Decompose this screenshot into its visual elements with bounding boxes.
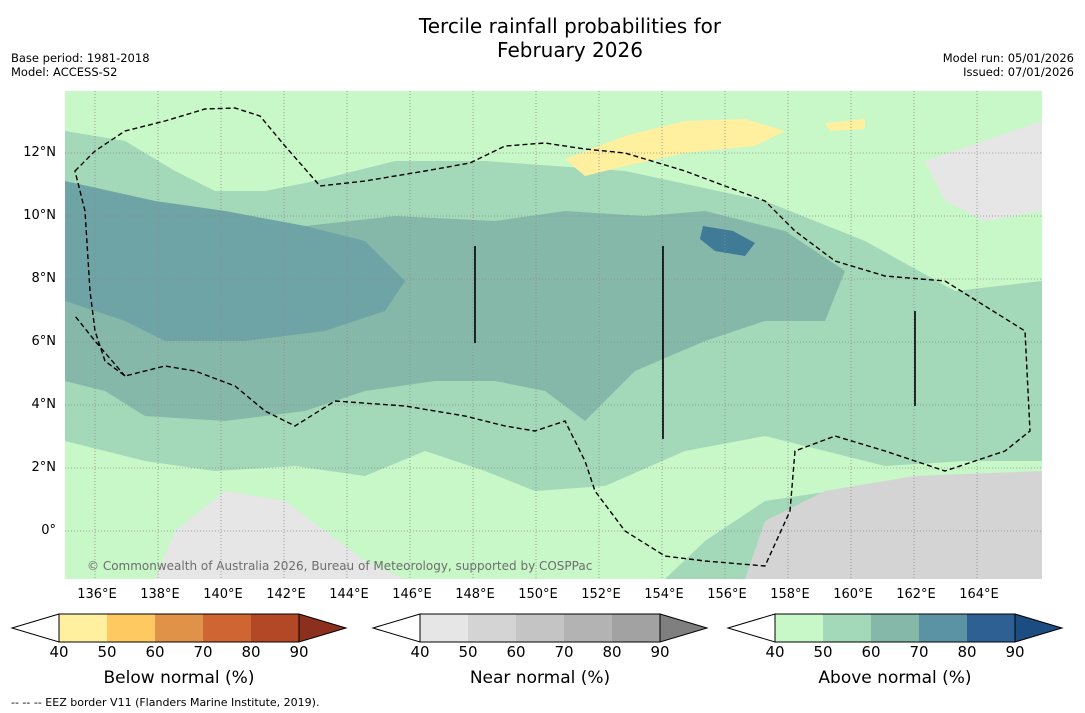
title-line-2: February 2026 <box>497 38 643 62</box>
colorbar-above-normal <box>726 613 1064 643</box>
tick-below-90: 90 <box>289 643 309 661</box>
lon-label-146e: 146°E <box>392 587 432 602</box>
lon-label-154e: 154°E <box>644 587 684 602</box>
tick-above-50: 50 <box>813 643 833 661</box>
island-markers <box>474 246 916 439</box>
map-svg: © Commonwealth of Australia 2026, Bureau… <box>65 91 1042 579</box>
copyright-text: © Commonwealth of Australia 2026, Bureau… <box>87 559 592 573</box>
lat-label-8n: 8°N <box>31 271 57 286</box>
lat-label-0: 0° <box>41 523 56 538</box>
lon-label-138e: 138°E <box>140 587 180 602</box>
tick-near-90: 90 <box>650 643 670 661</box>
tick-below-50: 50 <box>97 643 117 661</box>
tick-near-80: 80 <box>602 643 622 661</box>
tick-above-60: 60 <box>861 643 881 661</box>
lon-label-162e: 162°E <box>896 587 936 602</box>
tick-below-60: 60 <box>145 643 165 661</box>
lon-label-144e: 144°E <box>329 587 369 602</box>
tick-near-60: 60 <box>506 643 526 661</box>
tick-near-40: 40 <box>410 643 430 661</box>
below-40-north <box>565 119 785 176</box>
tick-near-70: 70 <box>554 643 574 661</box>
lon-label-164e: 164°E <box>959 587 999 602</box>
lat-label-2n: 2°N <box>31 460 57 475</box>
colorbar-label-near: Near normal (%) <box>469 668 611 688</box>
tick-near-50: 50 <box>458 643 478 661</box>
above-75-patch <box>700 226 755 256</box>
below-40-northeast <box>825 119 865 131</box>
base-period: Base period: 1981-2018 <box>11 51 150 65</box>
tick-above-70: 70 <box>909 643 929 661</box>
meta-right: Model run: 05/01/2026 Issued: 07/01/2026 <box>943 51 1074 79</box>
tick-below-70: 70 <box>193 643 213 661</box>
graticule <box>65 91 1042 579</box>
lat-label-10n: 10°N <box>23 208 56 223</box>
lon-label-160e: 160°E <box>833 587 873 602</box>
lon-label-150e: 150°E <box>518 587 558 602</box>
colorbars-svg <box>10 613 1064 643</box>
tick-above-90: 90 <box>1005 643 1025 661</box>
lon-label-136e: 136°E <box>77 587 117 602</box>
colorbar-label-above: Above normal (%) <box>818 668 972 688</box>
lon-label-156e: 156°E <box>707 587 747 602</box>
lat-label-12n: 12°N <box>23 145 56 160</box>
colorbar-near-normal <box>371 613 709 643</box>
near-50-south <box>745 471 1042 579</box>
lon-label-152e: 152°E <box>581 587 621 602</box>
model-name: Model: ACCESS-S2 <box>11 65 118 79</box>
eez-legend-note: -- -- -- EEZ border V11 (Flanders Marine… <box>11 696 320 709</box>
eez-border <box>74 107 1031 567</box>
lon-label-140e: 140°E <box>203 587 243 602</box>
map-area[interactable]: © Commonwealth of Australia 2026, Bureau… <box>65 91 1042 579</box>
lat-label-4n: 4°N <box>31 397 57 412</box>
issued-date: Issued: 07/01/2026 <box>963 65 1074 79</box>
lon-label-148e: 148°E <box>455 587 495 602</box>
near-40-northeast <box>925 121 1042 221</box>
tick-above-40: 40 <box>765 643 785 661</box>
tick-above-80: 80 <box>957 643 977 661</box>
near-40-south <box>155 491 405 579</box>
lon-label-158e: 158°E <box>770 587 810 602</box>
tick-below-40: 40 <box>49 643 69 661</box>
title-line-1: Tercile rainfall probabilities for <box>418 14 722 38</box>
colorbar-below-normal <box>10 613 348 643</box>
model-run: Model run: 05/01/2026 <box>942 51 1074 65</box>
map-title: Tercile rainfall probabilities for Febru… <box>0 14 1085 62</box>
lon-label-142e: 142°E <box>266 587 306 602</box>
meta-left: Base period: 1981-2018 Model: ACCESS-S2 <box>11 51 150 79</box>
colorbar-label-below: Below normal (%) <box>103 668 255 688</box>
above-40-north <box>65 91 1042 291</box>
lat-label-6n: 6°N <box>31 334 57 349</box>
above-65-west <box>65 181 405 341</box>
tick-below-80: 80 <box>241 643 261 661</box>
